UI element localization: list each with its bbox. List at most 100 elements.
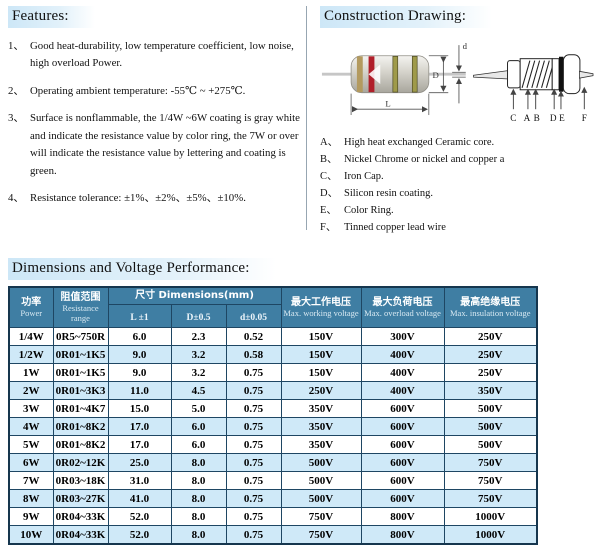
table-cell: 0R01~4K7 bbox=[52, 399, 109, 418]
table-cell: 0.75 bbox=[225, 453, 282, 472]
feature-item: 3、 Surface is nonflammable, the 1/4W ~6W… bbox=[8, 110, 300, 180]
table-cell: 250V bbox=[443, 327, 538, 346]
legend-text: High heat exchanged Ceramic core. bbox=[344, 137, 495, 148]
legend-letter: D、 bbox=[320, 188, 339, 199]
legend-text: Nickel Chrome or nickel and copper a bbox=[344, 154, 505, 165]
table-cell: 600V bbox=[360, 489, 445, 508]
table-cell: 31.0 bbox=[107, 471, 172, 490]
feature-item: 1、 Good heat-durability, low temperature… bbox=[8, 38, 300, 73]
resistor-construction-drawing: L D d bbox=[321, 41, 594, 123]
header-power: 功率 Power bbox=[8, 286, 54, 328]
table-cell: 500V bbox=[280, 489, 362, 508]
part-letter-F: F bbox=[582, 113, 587, 123]
table-cell: 400V bbox=[360, 381, 445, 400]
dim-label-d: d bbox=[463, 41, 468, 51]
legend-item: D、 Silicon resin coating. bbox=[320, 185, 594, 202]
table-cell: 0R01~1K5 bbox=[52, 345, 109, 364]
table-cell: 750V bbox=[280, 507, 362, 526]
legend-text: Color Ring. bbox=[344, 205, 394, 216]
table-cell: 52.0 bbox=[107, 525, 172, 545]
color-band-olive-2 bbox=[411, 56, 418, 93]
table-cell: 250V bbox=[443, 345, 538, 364]
table-row: 5W 0R01~8K2 17.0 6.0 0.75 350V 600V 500V bbox=[8, 435, 538, 454]
feature-text: Operating ambient temperature: -55℃ ~ +2… bbox=[30, 84, 246, 97]
color-band-olive-1 bbox=[392, 56, 399, 93]
table-cell: 1/4W bbox=[8, 327, 54, 346]
table-cell: 1000V bbox=[443, 507, 538, 526]
table-cell: 1W bbox=[8, 363, 54, 382]
table-cell: 500V bbox=[443, 435, 538, 454]
dimensions-voltage-table: 功率 Power 阻值范围 Resistance range 尺寸 Dimens… bbox=[8, 286, 539, 545]
table-row: 1/2W 0R01~1K5 9.0 3.2 0.58 150V 400V 250V bbox=[8, 345, 538, 364]
table-cell: 8W bbox=[8, 489, 54, 508]
table-cell: 350V bbox=[280, 435, 362, 454]
table-cell: 600V bbox=[360, 435, 445, 454]
table-cell: 3.2 bbox=[170, 363, 227, 382]
table-cell: 0R01~8K2 bbox=[52, 435, 109, 454]
features-section: Features: 1、 Good heat-durability, low t… bbox=[8, 6, 300, 208]
table-cell: 500V bbox=[280, 471, 362, 490]
legend-text: Silicon resin coating. bbox=[344, 188, 433, 199]
table-cell: 9W bbox=[8, 507, 54, 526]
part-letter-E: E bbox=[559, 113, 565, 123]
table-cell: 0R03~27K bbox=[52, 489, 109, 508]
table-cell: 6.0 bbox=[170, 435, 227, 454]
table-cell: 0R04~33K bbox=[52, 525, 109, 545]
legend-letter: B、 bbox=[320, 154, 338, 165]
table-cell: 0.75 bbox=[225, 471, 282, 490]
table-cell: 0.75 bbox=[225, 525, 282, 545]
table-row: 9W 0R04~33K 52.0 8.0 0.75 750V 800V 1000V bbox=[8, 507, 538, 526]
table-body: 1/4W 0R5~750R 6.0 2.3 0.52 150V 300V 250V 1/2W 0R… bbox=[8, 327, 538, 545]
table-cell: 0R01~3K3 bbox=[52, 381, 109, 400]
legend-letter: E、 bbox=[320, 205, 337, 216]
table-cell: 750V bbox=[443, 489, 538, 508]
features-heading: Features: bbox=[8, 6, 95, 28]
header-max-insulation-voltage: 最高绝缘电压 Max. insulation voltage bbox=[443, 286, 538, 328]
table-cell: 0.75 bbox=[225, 399, 282, 418]
table-cell: 800V bbox=[360, 507, 445, 526]
table-cell: 11.0 bbox=[107, 381, 172, 400]
resistor-cutaway-drawing: C A B D E F bbox=[473, 54, 594, 123]
table-cell: 0R04~33K bbox=[52, 507, 109, 526]
feature-item: 4、 Resistance tolerance: ±1%、±2%、±5%、±10… bbox=[8, 190, 300, 207]
table-cell: 0.75 bbox=[225, 507, 282, 526]
table-cell: 2W bbox=[8, 381, 54, 400]
resistor-body-drawing: L D d bbox=[321, 41, 468, 116]
header-resistance-range: 阻值范围 Resistance range bbox=[52, 286, 109, 328]
table-cell: 0R01~1K5 bbox=[52, 363, 109, 382]
dimensions-heading: Dimensions and Voltage Performance: bbox=[8, 258, 276, 280]
legend-letter: F、 bbox=[320, 222, 337, 233]
table-cell: 2.3 bbox=[170, 327, 227, 346]
header-sub-D: D±0.5 bbox=[170, 304, 227, 328]
table-cell: 8.0 bbox=[170, 471, 227, 490]
table-cell: 52.0 bbox=[107, 507, 172, 526]
table-cell: 150V bbox=[280, 345, 362, 364]
table-cell: 0.75 bbox=[225, 363, 282, 382]
table-cell: 0.75 bbox=[225, 417, 282, 436]
part-letter-A: A bbox=[524, 113, 531, 123]
table-cell: 500V bbox=[443, 399, 538, 418]
legend-text: Iron Cap. bbox=[344, 171, 384, 182]
color-band-tan bbox=[356, 56, 363, 93]
table-cell: 6.0 bbox=[170, 417, 227, 436]
table-cell: 25.0 bbox=[107, 453, 172, 472]
table-cell: 1000V bbox=[443, 525, 538, 545]
part-letter-D: D bbox=[550, 113, 557, 123]
table-cell: 8.0 bbox=[170, 489, 227, 508]
table-cell: 250V bbox=[443, 363, 538, 382]
legend-item: B、 Nickel Chrome or nickel and copper a bbox=[320, 151, 594, 168]
table-cell: 0.75 bbox=[225, 435, 282, 454]
table-row: 4W 0R01~8K2 17.0 6.0 0.75 350V 600V 500V bbox=[8, 417, 538, 436]
header-max-working-voltage: 最大工作电压 Max. working voltage bbox=[280, 286, 362, 328]
header-max-overload-voltage: 最大负荷电压 Max. overload voltage bbox=[360, 286, 445, 328]
table-cell: 750V bbox=[443, 471, 538, 490]
dim-label-D: D bbox=[432, 70, 438, 80]
header-sub-d: d±0.05 bbox=[225, 304, 282, 328]
legend-letter: A、 bbox=[320, 137, 339, 148]
lead-left bbox=[473, 69, 511, 80]
header-sub-L: L ±1 bbox=[107, 304, 172, 328]
table-cell: 0.75 bbox=[225, 381, 282, 400]
table-cell: 500V bbox=[443, 417, 538, 436]
table-cell: 0R5~750R bbox=[52, 327, 109, 346]
table-cell: 250V bbox=[280, 381, 362, 400]
